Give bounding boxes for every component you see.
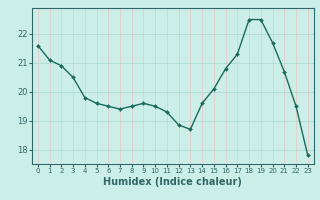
X-axis label: Humidex (Indice chaleur): Humidex (Indice chaleur) (103, 177, 242, 187)
